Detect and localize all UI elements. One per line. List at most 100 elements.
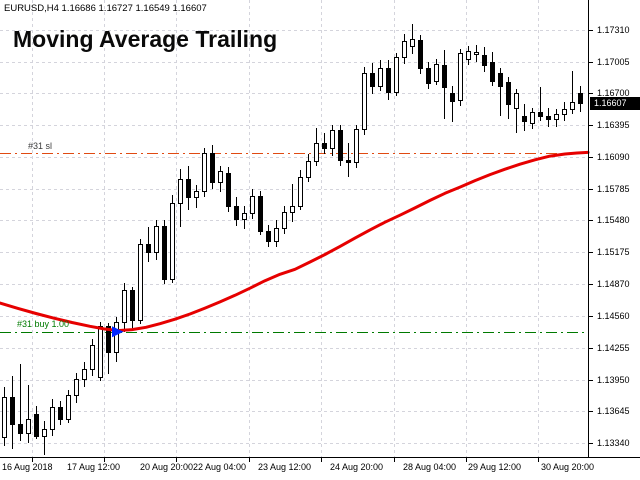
time-tick-label: 30 Aug 20:00 <box>541 462 595 472</box>
price-tick-label: 1.17310 <box>597 25 630 35</box>
time-tick-label: 29 Aug 12:00 <box>468 462 522 472</box>
candle-body <box>522 116 527 122</box>
candle-body <box>570 102 575 110</box>
candle-body <box>538 112 543 117</box>
candle-body <box>362 73 367 130</box>
time-tick-label: 28 Aug 04:00 <box>403 462 457 472</box>
candle-body <box>338 130 343 161</box>
candle-body <box>562 109 567 115</box>
candle-body <box>514 93 519 109</box>
price-tick-label: 1.16700 <box>597 88 630 99</box>
quote-header: EURUSD,H4 1.16686 1.16727 1.16549 1.1660… <box>4 3 207 14</box>
candle-body <box>90 345 95 370</box>
price-tick-label: 1.14255 <box>597 342 630 353</box>
candle-body <box>450 93 455 102</box>
candle-body <box>114 322 119 353</box>
candle-body <box>498 73 503 87</box>
candle-body <box>178 179 183 204</box>
candle-body <box>258 196 263 232</box>
candle-body <box>306 161 311 178</box>
candle-body <box>2 397 7 438</box>
candle-body <box>154 226 159 253</box>
candle-body <box>42 429 47 437</box>
candle-body <box>138 244 143 321</box>
candle-body <box>274 228 279 242</box>
candle-body <box>578 93 583 104</box>
candle-body <box>370 73 375 87</box>
time-tick-label: 24 Aug 20:00 <box>330 462 384 472</box>
candle-body <box>250 196 255 214</box>
candle-body <box>146 244 151 253</box>
candle-body <box>66 395 71 420</box>
candle-body <box>10 397 15 425</box>
candle-body <box>410 39 415 47</box>
candle-body <box>98 326 103 378</box>
price-tick-label: 1.15480 <box>597 215 630 226</box>
sl-line-label: #31 sl <box>28 141 53 152</box>
candle-body <box>442 65 447 88</box>
candle-body <box>506 82 511 105</box>
time-tick-label: 17 Aug 12:00 <box>67 462 121 472</box>
candle-body <box>386 68 391 93</box>
price-tick-label: 1.13950 <box>597 374 630 385</box>
candle-body <box>322 143 327 149</box>
candle-body <box>490 62 495 82</box>
price-tick-label: 1.17005 <box>597 56 630 67</box>
candle-body <box>266 231 271 242</box>
candle-body <box>314 143 319 162</box>
candle-body <box>122 290 127 323</box>
candle-body <box>18 424 23 434</box>
candle-body <box>466 51 471 60</box>
buy-line-label: #31 buy 1.00 <box>17 318 70 329</box>
price-tick-label: 1.13340 <box>597 438 630 448</box>
candle-body <box>394 57 399 93</box>
candle-body <box>482 55 487 66</box>
price-tick-label: 1.14560 <box>597 311 630 322</box>
candle-body <box>290 206 295 213</box>
price-tick-label: 1.16395 <box>597 120 630 131</box>
candle-body <box>378 68 383 87</box>
candle-body <box>26 419 31 434</box>
candle-body <box>282 212 287 229</box>
candle-body <box>546 116 551 120</box>
candle-body <box>402 41 407 58</box>
current-price-box: 1.16607 <box>590 96 640 110</box>
candle-body <box>458 53 463 101</box>
candle-body <box>50 407 55 430</box>
candle-body <box>130 290 135 321</box>
price-tick-label: 1.13645 <box>597 406 630 417</box>
candle-body <box>346 160 351 163</box>
time-tick-label: 23 Aug 12:00 <box>258 462 312 472</box>
candle-body <box>354 129 359 163</box>
candle-body <box>474 52 479 55</box>
price-tick-label: 1.15175 <box>597 247 630 258</box>
candle-body <box>434 64 439 82</box>
candle-body <box>106 326 111 353</box>
candle-body <box>234 206 239 220</box>
time-tick-label: 20 Aug 20:00 <box>140 462 194 472</box>
price-tick-label: 1.15785 <box>597 183 630 194</box>
candle-body <box>218 171 223 183</box>
candle-body <box>74 379 79 396</box>
candle-body <box>418 40 423 69</box>
candle-body <box>210 153 215 183</box>
buy-arrow-marker <box>112 326 124 338</box>
candle-body <box>82 369 87 380</box>
candle-body <box>330 130 335 149</box>
candle-body <box>226 173 231 207</box>
candle-body <box>186 179 191 198</box>
candle-body <box>554 114 559 120</box>
moving-average-line <box>0 150 590 333</box>
candle-body <box>170 203 175 280</box>
candle-body <box>58 407 63 420</box>
time-tick-label: 16 Aug 2018 <box>2 462 53 472</box>
time-tick-label: 22 Aug 04:00 <box>193 462 247 472</box>
chart-title: Moving Average Trailing <box>13 26 278 52</box>
candle-body <box>426 68 431 84</box>
candle-body <box>242 213 247 220</box>
candle-body <box>34 414 39 437</box>
candle-body <box>298 177 303 207</box>
price-tick-label: 1.14870 <box>597 278 630 289</box>
